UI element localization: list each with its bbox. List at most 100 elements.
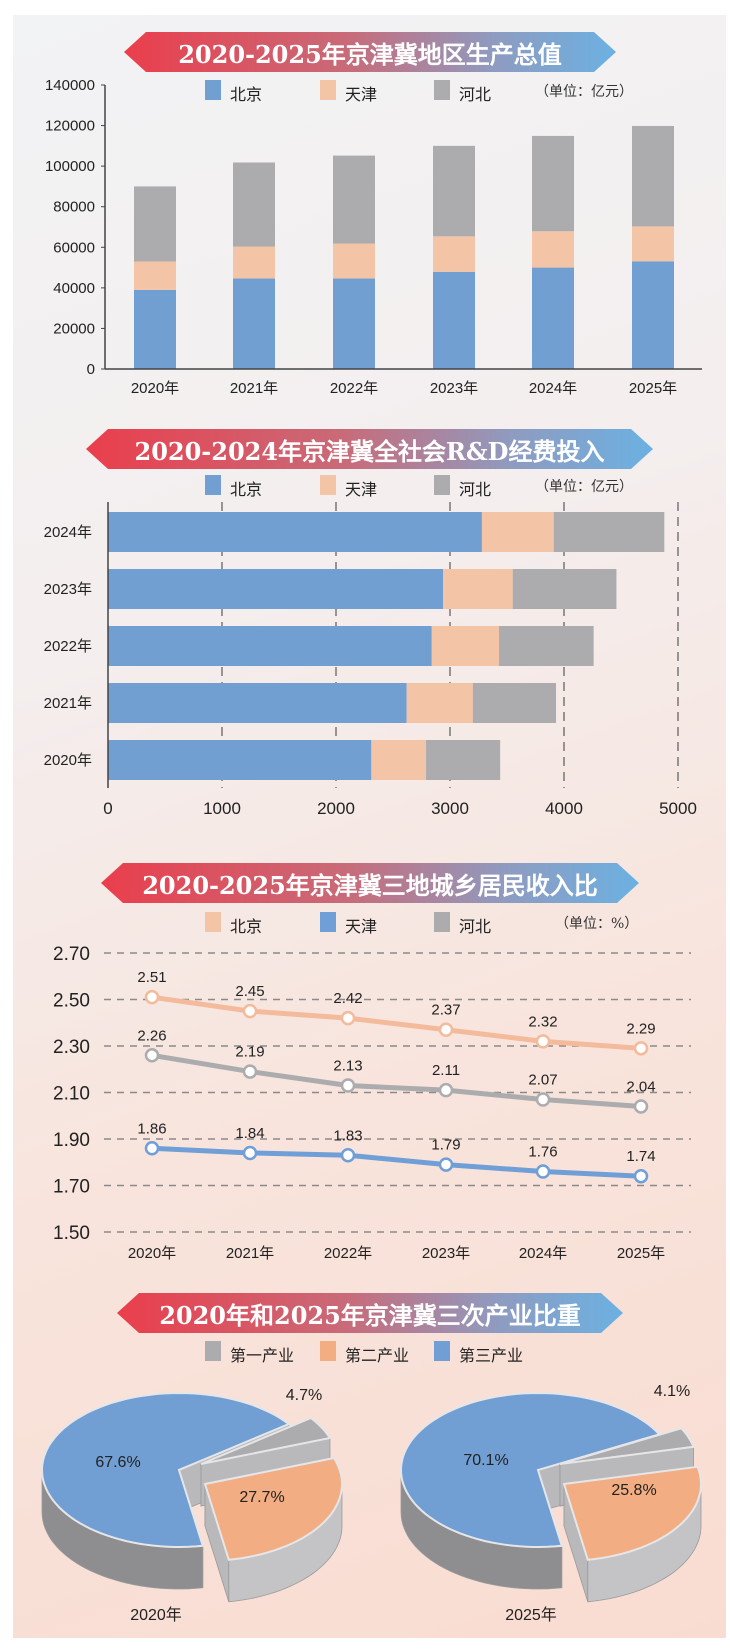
rd-bar-tianjin [431,626,500,666]
data-label: 1.76 [528,1144,557,1161]
gdp-bar-hebei [134,186,176,262]
income-line-tianjin [151,1145,642,1179]
data-label: 2.29 [626,1020,655,1037]
data-label: 1.83 [333,1127,362,1144]
pie-value-label: 27.7% [239,1489,284,1506]
income-line-beijing [151,994,642,1051]
unit-label: （单位：亿元） [535,479,633,495]
pie-year-label: 2025年 [505,1606,557,1624]
data-label: 2.32 [528,1013,557,1030]
legend-swatch-beijing [205,912,221,932]
legend-swatch-tianjin [320,80,336,100]
gdp-bar-hebei [333,155,375,244]
x-tick-label: 5000 [659,799,697,818]
y-tick-label: 2.70 [53,944,90,965]
y-tick-label: 2.10 [53,1084,90,1105]
data-label: 1.84 [235,1125,264,1142]
income-point-tianjin [144,1141,160,1156]
income-point-tianjin [242,1145,258,1161]
rd-bar-beijing [108,569,444,609]
legend-label-tertiary: 第三产业 [459,1348,524,1365]
y-tick-label: 120000 [45,118,95,135]
x-tick-label: 2000 [317,799,355,818]
income-point-beijing [633,1041,649,1056]
y-tick-label: 2023年 [44,581,92,598]
rd-chart-title: 2020-2024年京津冀全社会R&D经费投入 [134,436,605,466]
y-tick-label: 2.30 [53,1037,90,1058]
gdp-bar-tianjin [333,243,375,279]
legend-label-tianjin: 天津 [345,87,378,104]
y-tick-label: 2020年 [44,752,92,769]
rd-bar-beijing [108,740,372,780]
pie-slice-tertiary [40,1391,291,1548]
gdp-legend: 北京 天津 河北 （单位：亿元） [0,79,730,104]
gdp-bar-beijing [233,278,275,369]
x-tick-label: 2021年 [230,380,278,397]
y-tick-label: 100000 [45,158,95,175]
data-label: 2.42 [333,990,362,1007]
gdp-bar-beijing [532,267,574,369]
pie-value-label: 4.1% [654,1383,690,1400]
unit-label: （单位：%） [555,916,639,932]
industry-chart-title-banner: 2020年和2025年京津冀三次产业比重 [117,1293,623,1333]
pie-value-label: 67.6% [95,1454,140,1471]
legend-swatch-beijing [205,80,221,100]
x-tick-label: 2023年 [430,380,478,397]
pie-value-label: 25.8% [611,1482,656,1499]
rd-bar-beijing [108,683,407,723]
pie-year-label: 2020年 [130,1606,182,1624]
income-point-beijing [144,989,160,1005]
y-tick-label: 2.50 [53,991,90,1012]
x-tick-label: 2023年 [422,1245,470,1262]
legend-swatch-hebei [434,80,450,100]
rd-legend: 北京 天津 河北 （单位：亿元） [0,474,730,499]
rd-bar-hebei [553,512,665,552]
data-label: 2.26 [137,1027,166,1044]
pie-value-label: 70.1% [463,1452,508,1469]
x-tick-label: 2025年 [617,1245,665,1262]
gdp-chart-title-banner: 2020-2025年京津冀地区生产总值 [124,32,616,72]
data-label: 2.45 [235,983,264,1000]
income-chart-title: 2020-2025年京津冀三地城乡居民收入比 [142,870,598,900]
data-label: 2.37 [431,1002,460,1019]
income-line-hebei [151,1052,642,1109]
x-tick-label: 0 [103,799,112,818]
gdp-bar-tianjin [233,246,275,279]
income-point-tianjin [340,1148,356,1163]
legend-swatch-hebei [434,912,450,932]
legend-label-beijing: 北京 [230,919,263,936]
legend-swatch-primary [205,1341,221,1361]
pie-slice-secondary [562,1465,703,1561]
y-tick-label: 2021年 [44,695,92,712]
income-point-hebei [340,1078,356,1093]
unit-label: （单位：亿元） [535,84,633,100]
legend-label-hebei: 河北 [459,87,492,104]
income-chart-title-banner: 2020-2025年京津冀三地城乡居民收入比 [101,863,639,903]
legend-label-secondary: 第二产业 [345,1348,410,1365]
rd-bar-hebei [472,683,557,723]
data-label: 1.74 [626,1148,655,1165]
pie-value-label: 4.7% [286,1387,322,1404]
gdp-bar-tianjin [532,231,574,268]
legend-label-beijing: 北京 [230,87,263,104]
x-tick-label: 2022年 [330,380,378,397]
rd-bar-tianjin [481,512,554,552]
y-tick-label: 20000 [53,320,95,337]
x-tick-label: 1000 [203,799,241,818]
y-tick-label: 1.50 [53,1223,90,1244]
y-tick-label: 2024年 [44,524,92,541]
gdp-bar-tianjin [632,226,674,262]
data-label: 1.86 [137,1120,166,1137]
legend-label-tianjin: 天津 [345,919,378,936]
y-tick-label: 0 [87,361,95,378]
legend-label-tianjin: 天津 [345,482,378,499]
x-tick-label: 3000 [431,799,469,818]
rd-bar-beijing [108,626,432,666]
income-point-tianjin [438,1157,454,1172]
y-tick-label: 60000 [53,239,95,256]
data-label: 2.11 [432,1062,460,1079]
y-tick-label: 1.70 [53,1177,90,1198]
y-tick-label: 80000 [53,199,95,216]
gdp-bar-beijing [433,271,475,369]
legend-swatch-beijing [205,475,221,495]
